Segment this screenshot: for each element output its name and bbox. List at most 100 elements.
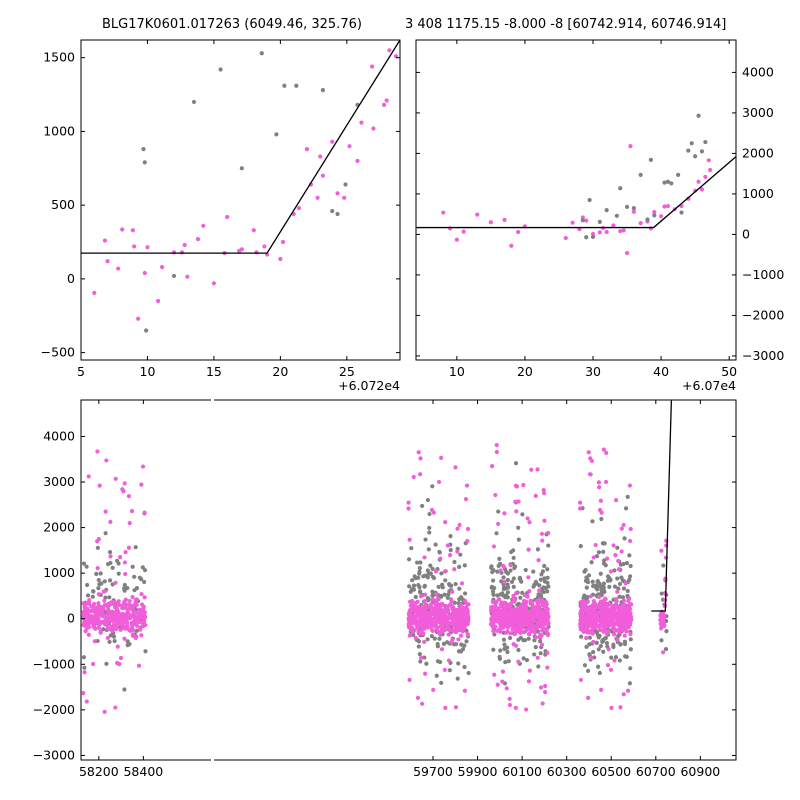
y-tick-label: 4000: [43, 428, 75, 443]
fit-data-point: [516, 616, 521, 621]
fit-data-point: [542, 491, 547, 496]
fit-data-point: [126, 545, 132, 550]
other-data-point: [511, 584, 516, 589]
fit-data-point: [496, 521, 501, 527]
fit-data-point: [627, 607, 633, 612]
fit-data-point: [499, 617, 504, 622]
fit-data-point: [607, 614, 613, 619]
fit-data-point: [452, 567, 457, 572]
fit-data-point: [463, 598, 468, 604]
fit-data-point: [139, 592, 144, 597]
other-data-point: [590, 579, 595, 584]
fit-data-point: [280, 239, 286, 245]
other-data-point: [418, 560, 423, 565]
other-data-point: [494, 531, 499, 536]
fit-data-point: [540, 625, 545, 630]
fit-data-point: [445, 543, 450, 548]
fit-data-point: [622, 617, 627, 622]
other-data-point: [99, 581, 104, 586]
fit-data-point: [502, 600, 508, 605]
other-data-point: [425, 568, 430, 573]
fit-data-point: [105, 259, 110, 264]
fit-data-point: [538, 609, 544, 615]
fit-data-point: [102, 598, 107, 603]
fit-data-point: [490, 599, 495, 604]
fit-data-point: [490, 464, 495, 469]
other-data-point: [594, 640, 599, 645]
other-data-point: [122, 687, 127, 692]
fit-data-point: [545, 650, 550, 655]
fit-data-point: [115, 660, 120, 666]
other-data-point: [425, 575, 431, 580]
x-offset-label: +6.07e4: [682, 378, 736, 393]
other-data-point: [613, 655, 619, 660]
fit-data-point: [458, 617, 464, 622]
other-data-point: [542, 576, 547, 581]
fit-data-point: [511, 593, 516, 598]
other-data-point: [132, 574, 137, 579]
other-data-point: [130, 564, 135, 569]
x-tick-label: 58400: [123, 764, 163, 779]
fit-data-point: [415, 695, 421, 700]
other-data-point: [435, 659, 441, 664]
fit-data-point: [603, 624, 608, 629]
fit-data-point: [407, 613, 412, 619]
other-data-point: [143, 649, 148, 654]
fit-data-point: [451, 623, 457, 628]
other-data-point: [107, 595, 112, 600]
other-data-point: [505, 582, 510, 587]
other-data-point: [517, 575, 523, 581]
fit-data-point: [415, 626, 420, 631]
fit-data-point: [495, 611, 500, 616]
plot-frame-2: [80, 399, 737, 761]
fit-data-point: [508, 563, 513, 568]
other-data-point: [457, 586, 462, 591]
other-data-point: [585, 580, 591, 585]
other-data-point: [604, 641, 610, 646]
fit-data-point: [601, 606, 607, 612]
other-data-point: [104, 661, 109, 666]
other-data-point: [679, 210, 684, 215]
fit-data-point: [597, 230, 602, 235]
other-data-point: [439, 593, 444, 599]
x-tick-label: 20: [272, 364, 288, 379]
fit-data-point: [580, 604, 586, 609]
fit-data-point: [130, 628, 136, 633]
fit-data-point: [464, 483, 470, 488]
fit-data-point: [442, 667, 447, 672]
fit-data-point: [624, 250, 630, 256]
other-data-point: [602, 589, 607, 594]
other-data-point: [608, 577, 613, 582]
y-tick-label: −1000: [33, 656, 75, 671]
fit-data-point: [457, 522, 462, 528]
fit-data-point: [531, 605, 537, 610]
fit-data-point: [424, 602, 429, 607]
other-data-point: [540, 586, 545, 591]
fit-data-point: [335, 191, 340, 196]
fit-data-point: [495, 682, 500, 687]
fit-data-point: [616, 623, 621, 628]
fit-data-point: [611, 223, 616, 228]
fit-data-point: [461, 229, 466, 234]
fit-data-point: [81, 691, 86, 696]
other-data-point: [489, 565, 494, 570]
fit-data-point: [122, 481, 127, 486]
other-data-point: [620, 578, 625, 583]
fit-data-point: [627, 621, 632, 626]
fit-data-point: [540, 538, 545, 543]
fit-data-point: [131, 619, 136, 624]
fit-data-point: [433, 569, 439, 574]
fit-data-point: [451, 605, 456, 611]
fit-data-point: [432, 611, 437, 616]
fit-data-series: [92, 48, 399, 321]
fit-data-point: [513, 618, 518, 623]
fit-data-point: [439, 622, 444, 627]
fit-data-point: [122, 636, 127, 641]
fit-data-point: [608, 607, 613, 612]
fit-data-point: [315, 195, 320, 200]
fit-data-point: [459, 581, 465, 586]
other-data-point: [520, 512, 525, 517]
chart-1-title: BLG17K0601.017263 (6049.46, 325.76): [102, 17, 362, 32]
other-data-point: [601, 649, 606, 654]
other-data-point: [116, 561, 121, 566]
